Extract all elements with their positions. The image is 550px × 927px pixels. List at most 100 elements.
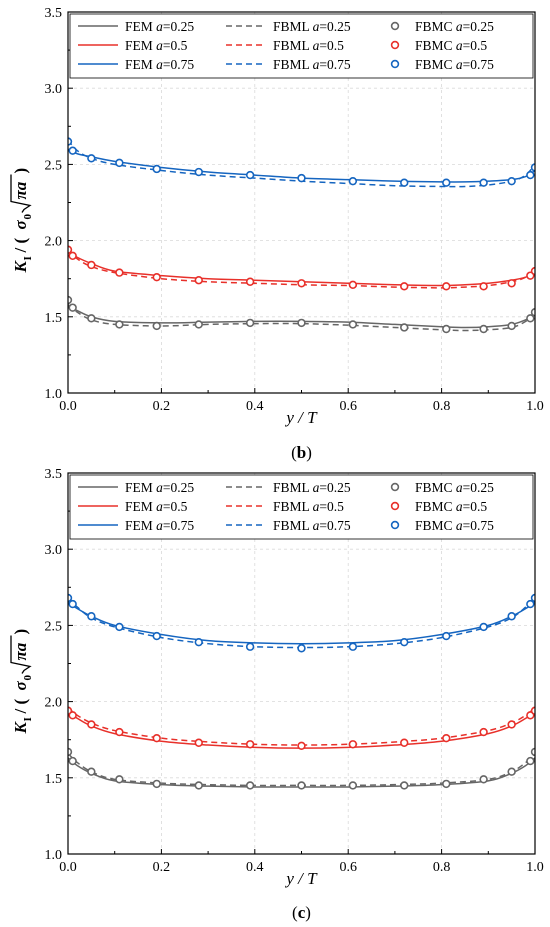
- series-fem-a-0-75: [68, 601, 535, 645]
- data-point: [115, 268, 124, 277]
- x-tick-label: 0.6: [339, 860, 357, 875]
- data-point: [194, 781, 203, 790]
- data-point: [297, 279, 306, 288]
- legend-label: FBML a=0.5: [273, 499, 344, 514]
- series-fem-a-0-5: [68, 250, 535, 287]
- series-fbmc-a-0-5: [68, 245, 535, 291]
- legend-item: FBMC a=0.5: [390, 499, 487, 514]
- x-tick-label: 0.2: [153, 399, 171, 414]
- y-tick-label: 1.0: [45, 848, 63, 863]
- data-point: [245, 277, 255, 286]
- series-line: [68, 250, 535, 287]
- chart-panel-c: 0.0 0.2 0.4 0.6 0.8 1.0 1.0 1.5 2.0 2.5 3.0 3.5 y / …: [10, 467, 544, 922]
- y-tick-label: 2.0: [45, 696, 63, 711]
- x-tick-label: 0.0: [59, 399, 77, 414]
- legend-label: FEM a=0.5: [125, 499, 188, 514]
- series-line: [68, 148, 535, 183]
- legend-marker: [390, 40, 400, 50]
- data-point: [68, 251, 77, 261]
- data-point: [442, 282, 451, 291]
- data-point: [297, 741, 306, 750]
- data-point: [526, 756, 535, 766]
- series-fem-a-0-75: [68, 148, 535, 183]
- data-point: [442, 733, 451, 743]
- series-fbmc-a-0-75: [68, 137, 535, 187]
- data-point: [68, 599, 77, 609]
- data-point: [87, 154, 96, 163]
- series-fbml-a-0-5: [68, 707, 535, 746]
- y-axis-label: KI / (σ0 πa): [10, 629, 34, 735]
- x-tick-label: 0.8: [433, 860, 451, 875]
- legend-item: FBMC a=0.25: [390, 19, 494, 34]
- legend-label: FEM a=0.5: [125, 38, 188, 53]
- legend-label: FBMC a=0.75: [415, 57, 494, 72]
- x-axis-label: y / T: [284, 869, 318, 888]
- data-point: [194, 738, 203, 747]
- legend-item: FBML a=0.5: [226, 499, 344, 514]
- legend-label: FEM a=0.25: [125, 19, 194, 34]
- y-tick-label: 3.0: [45, 82, 63, 97]
- legend-item: FBMC a=0.75: [390, 518, 494, 533]
- data-point: [152, 164, 161, 174]
- data-point: [507, 176, 516, 186]
- series-line: [68, 304, 535, 332]
- legend-marker: [390, 520, 400, 530]
- data-point: [479, 324, 488, 334]
- y-tick-label: 1.0: [45, 387, 63, 402]
- x-tick-label: 0.2: [153, 860, 171, 875]
- legend-item: FBMC a=0.25: [390, 480, 494, 495]
- data-point: [245, 170, 255, 180]
- data-point: [507, 279, 516, 288]
- data-point: [400, 781, 409, 790]
- data-point: [442, 178, 451, 187]
- data-point: [68, 593, 73, 603]
- data-point: [400, 637, 409, 647]
- legend-label: FBML a=0.25: [273, 19, 351, 34]
- legend-label: FBMC a=0.25: [415, 19, 494, 34]
- data-point: [194, 320, 203, 329]
- svg-text:): ): [11, 168, 30, 174]
- data-point: [507, 720, 516, 729]
- data-point: [152, 779, 161, 789]
- data-point: [152, 321, 161, 331]
- legend-label: FEM a=0.75: [125, 518, 194, 533]
- panel-label: (b): [291, 443, 312, 462]
- data-point: [68, 711, 77, 720]
- data-point: [68, 756, 77, 766]
- legend-box: [69, 13, 534, 79]
- data-point: [87, 767, 96, 776]
- data-point: [115, 320, 124, 329]
- data-point: [526, 170, 535, 180]
- data-point: [245, 642, 255, 651]
- data-point: [297, 318, 306, 328]
- legend-label: FBMC a=0.5: [415, 499, 487, 514]
- svg-text:/ (: / (: [11, 238, 30, 254]
- series-line: [68, 139, 535, 188]
- data-point: [245, 781, 255, 790]
- data-point: [479, 727, 488, 737]
- data-point: [152, 733, 161, 743]
- data-point: [115, 158, 124, 168]
- data-point: [194, 637, 203, 647]
- legend-label: FBML a=0.75: [273, 57, 351, 72]
- series-line: [68, 249, 535, 289]
- series-fbmc-a-0-75: [68, 593, 535, 653]
- series-fbmc-a-0-25: [68, 295, 535, 334]
- legend: FEM a=0.25 FBML a=0.25 FBMC a=0.25 FEM a=0.…: [69, 474, 534, 540]
- x-tick-label: 0.0: [59, 860, 77, 875]
- svg-text:/ (: / (: [11, 699, 30, 715]
- legend-item: FBML a=0.25: [226, 480, 351, 495]
- data-point: [68, 146, 77, 155]
- data-point: [507, 321, 516, 331]
- legend-marker: [390, 501, 400, 511]
- y-tick-label: 3.5: [45, 6, 63, 21]
- data-point: [348, 280, 358, 289]
- x-tick-label: 1.0: [526, 860, 544, 875]
- y-tick-label: 3.5: [45, 467, 63, 482]
- data-point: [507, 767, 516, 776]
- legend-item: FBML a=0.5: [226, 38, 344, 53]
- x-tick-label: 1.0: [526, 399, 544, 414]
- data-point: [400, 738, 409, 747]
- data-point: [87, 720, 96, 729]
